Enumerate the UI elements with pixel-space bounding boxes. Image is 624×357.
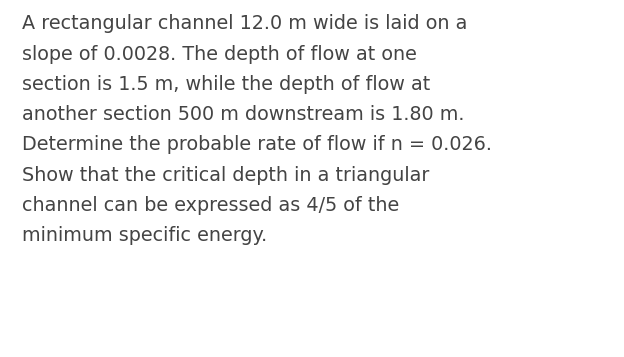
Text: A rectangular channel 12.0 m wide is laid on a
slope of 0.0028. The depth of flo: A rectangular channel 12.0 m wide is lai…: [22, 14, 492, 245]
